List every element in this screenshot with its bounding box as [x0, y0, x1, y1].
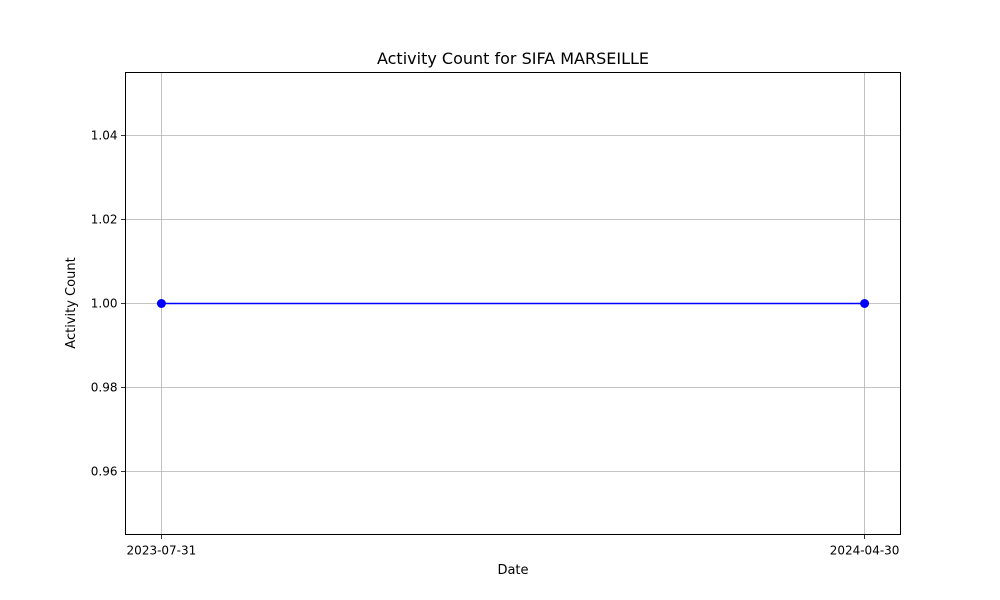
x-tick-label: 2024-04-30 [830, 544, 900, 558]
chart-title: Activity Count for SIFA MARSEILLE [377, 49, 649, 68]
y-tick-label: 1.02 [91, 213, 118, 227]
data-point-marker [156, 299, 166, 308]
y-axis-label: Activity Count [64, 257, 79, 348]
x-axis-label: Date [497, 563, 528, 578]
y-tick-label: 0.96 [91, 465, 118, 479]
y-tick-label: 1.04 [91, 129, 118, 143]
y-tick-label: 0.98 [91, 381, 118, 395]
axis-ticks: 2023-07-31 2024-04-30 0.96 0.98 1.00 1.02 1.04 [91, 129, 900, 558]
data-point-marker [860, 299, 870, 308]
y-tick-label: 1.00 [91, 297, 118, 311]
series-layer [156, 299, 870, 308]
x-tick-label: 2023-07-31 [127, 544, 197, 558]
